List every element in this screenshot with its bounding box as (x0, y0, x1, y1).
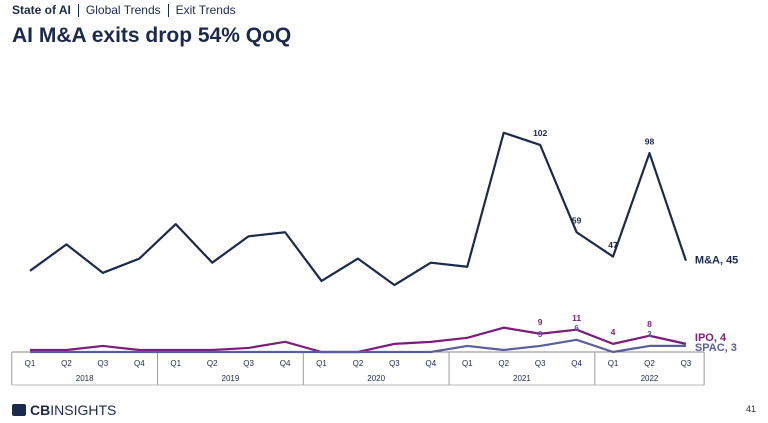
group-label: 2022 (641, 374, 659, 383)
data-label: 102 (533, 128, 547, 138)
data-label: 11 (572, 313, 581, 323)
x-tick-label: Q1 (170, 359, 181, 368)
breadcrumb-item[interactable]: Exit Trends (167, 4, 243, 17)
x-tick-label: Q2 (353, 359, 364, 368)
data-label: 98 (645, 136, 655, 146)
x-tick-label: Q2 (207, 359, 218, 368)
brand-bold: CB (30, 402, 51, 418)
x-tick-label: Q1 (25, 359, 36, 368)
data-label: 3 (647, 329, 652, 339)
x-tick-label: Q3 (243, 359, 254, 368)
series-label: IPO, 4 (695, 332, 727, 344)
data-label: 47 (608, 240, 618, 250)
x-tick-label: Q2 (498, 359, 509, 368)
logo-icon (12, 404, 26, 416)
brand: CB INSIGHTS (12, 402, 116, 418)
data-label: 4 (611, 327, 616, 337)
data-label: 59 (572, 215, 582, 225)
group-label: 2020 (367, 374, 385, 383)
x-tick-label: Q3 (535, 359, 546, 368)
data-label: 6 (574, 323, 579, 333)
breadcrumb-item[interactable]: State of AI (12, 3, 71, 17)
x-tick-label: Q1 (462, 359, 473, 368)
series-line (30, 338, 686, 354)
group-label: 2021 (513, 374, 531, 383)
chart-title: AI M&A exits drop 54% QoQ (12, 24, 292, 47)
series-line (29, 131, 687, 287)
x-tick-label: Q2 (644, 359, 655, 368)
data-label: 9 (538, 317, 543, 327)
x-tick-label: Q3 (681, 359, 692, 368)
breadcrumb-item[interactable]: Global Trends (77, 4, 168, 17)
x-tick-label: Q4 (426, 359, 437, 368)
data-label: 3 (538, 329, 543, 339)
series-line (30, 326, 687, 354)
x-tick-label: Q2 (61, 359, 72, 368)
group-label: 2018 (76, 374, 94, 383)
brand-text: INSIGHTS (50, 402, 117, 418)
x-tick-label: Q4 (571, 359, 582, 368)
series-label: M&A, 45 (695, 255, 738, 267)
x-tick-label: Q4 (280, 359, 291, 368)
data-label: 8 (647, 319, 652, 329)
page-number: 41 (745, 404, 756, 414)
x-tick-label: Q4 (134, 359, 145, 368)
group-label: 2019 (222, 374, 240, 383)
x-tick-label: Q3 (389, 359, 400, 368)
series-label: SPAC, 3 (695, 342, 737, 354)
x-tick-label: Q3 (98, 359, 109, 368)
x-tick-label: Q1 (608, 359, 619, 368)
x-tick-label: Q1 (316, 359, 327, 368)
breadcrumb: State of AI Global Trends Exit Trends (12, 4, 243, 17)
